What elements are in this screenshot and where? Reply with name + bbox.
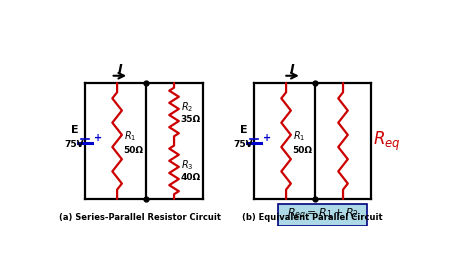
FancyBboxPatch shape xyxy=(278,204,367,226)
Text: $R_{eq}=R_1+R_2$: $R_{eq}=R_1+R_2$ xyxy=(287,207,359,223)
Text: 75V: 75V xyxy=(234,140,254,149)
Text: $R_1$: $R_1$ xyxy=(124,129,136,143)
Text: $R_3$: $R_3$ xyxy=(181,158,193,172)
Text: E: E xyxy=(71,125,79,135)
Text: 40Ω: 40Ω xyxy=(181,173,201,182)
Text: 50Ω: 50Ω xyxy=(293,146,313,154)
Text: $R_1$: $R_1$ xyxy=(293,129,305,143)
Text: +: + xyxy=(94,133,102,143)
Text: E: E xyxy=(240,125,247,135)
Text: I: I xyxy=(118,63,122,76)
Text: (b) Equivalent Parallel Circuit: (b) Equivalent Parallel Circuit xyxy=(242,213,383,222)
Text: I: I xyxy=(290,63,295,76)
Text: (a) Series-Parallel Resistor Circuit: (a) Series-Parallel Resistor Circuit xyxy=(59,213,221,222)
Text: 50Ω: 50Ω xyxy=(124,146,144,154)
Text: +: + xyxy=(263,133,271,143)
Text: $R_{eq}$: $R_{eq}$ xyxy=(374,129,401,153)
Text: 35Ω: 35Ω xyxy=(181,115,201,124)
Text: $R_2$: $R_2$ xyxy=(181,100,193,114)
Text: 75V: 75V xyxy=(65,140,84,149)
